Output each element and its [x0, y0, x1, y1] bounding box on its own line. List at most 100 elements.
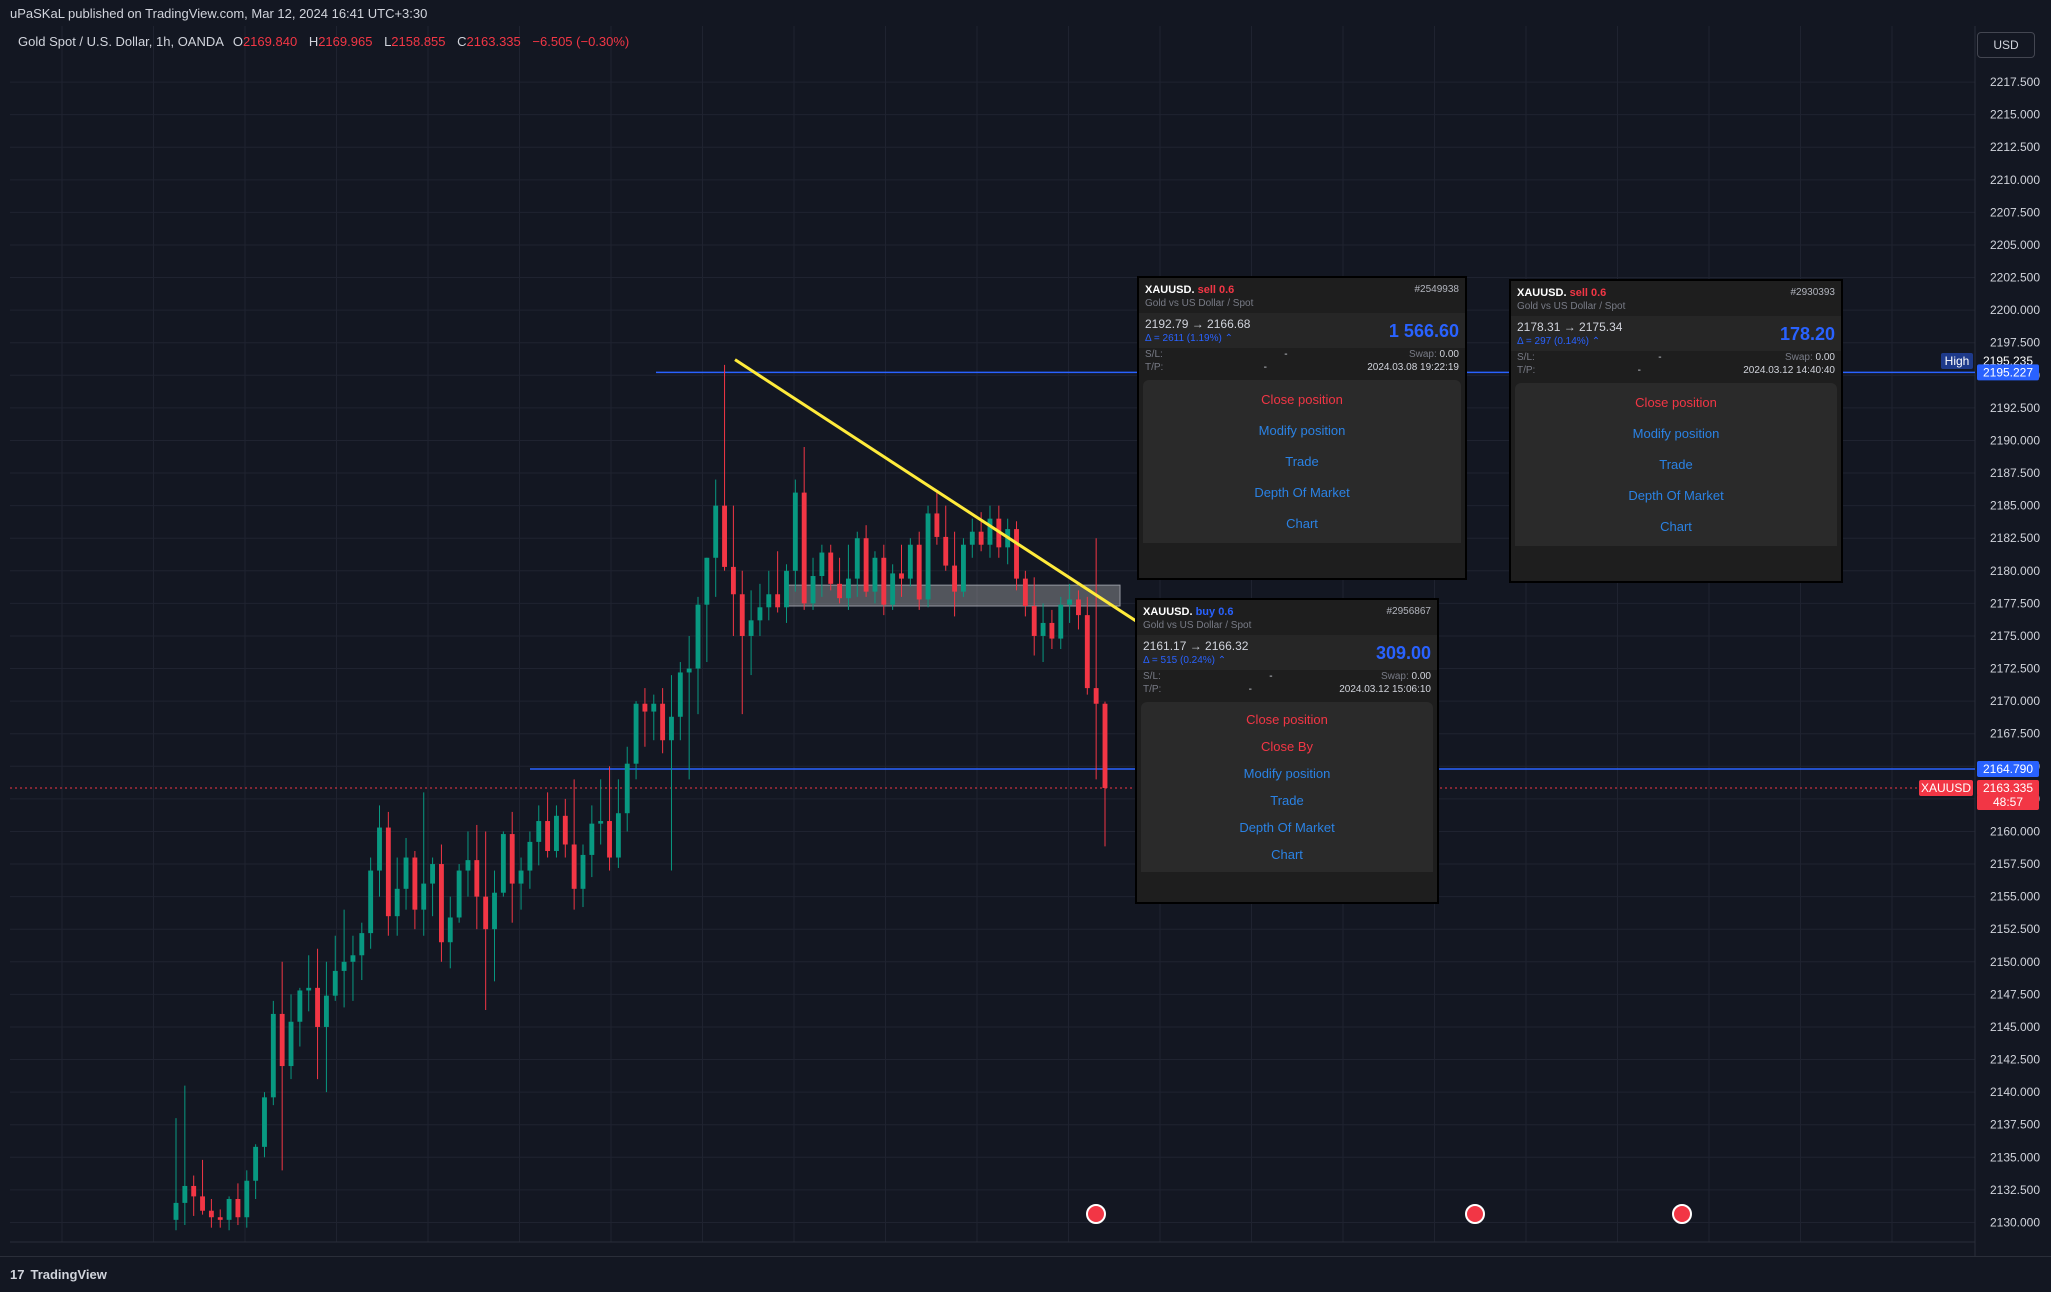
position-symbol: XAUUSD. — [1145, 284, 1195, 296]
candle-body — [403, 857, 409, 889]
menu-chart[interactable]: Chart — [1660, 519, 1692, 534]
position-description: Gold vs US Dollar / Spot — [1143, 620, 1252, 631]
x-tick-label: 19 — [1885, 1255, 1899, 1256]
y-tick-label: 2180.000 — [1990, 564, 2040, 578]
menu-depth-of-market[interactable]: Depth Of Market — [1239, 820, 1335, 835]
symbol-price-tag-bg — [1919, 779, 1973, 796]
y-tick-label: 2167.500 — [1990, 727, 2040, 741]
candle-body — [748, 620, 754, 636]
menu-depth-of-market[interactable]: Depth Of Market — [1628, 488, 1724, 503]
candle-body — [686, 668, 692, 673]
candle-body — [262, 1097, 267, 1147]
countdown-tag-bg — [1977, 793, 2039, 810]
candle-body — [863, 538, 869, 592]
candle-body — [837, 583, 843, 599]
menu-chart[interactable]: Chart — [1286, 516, 1318, 531]
candle-body — [872, 557, 878, 592]
candle-body — [1076, 599, 1081, 616]
position-row-tp: T/P: - 2024.03.12 15:06:10 — [1137, 683, 1437, 696]
symbol-price-tag: XAUUSD — [1921, 781, 1971, 795]
legend-low-label: L — [384, 34, 392, 49]
candle-body — [677, 672, 683, 717]
candle-body — [845, 578, 851, 599]
x-tick-label: 12:30 — [687, 1255, 717, 1256]
legend-high-label: H — [308, 34, 319, 49]
x-tick-label: 12:30 — [321, 1255, 351, 1256]
candle-body — [704, 557, 710, 605]
menu-depth-of-market[interactable]: Depth Of Market — [1254, 485, 1350, 500]
candle-body — [394, 888, 400, 917]
candle-body — [244, 1180, 250, 1218]
candle-body — [253, 1146, 259, 1181]
menu-trade[interactable]: Trade — [1659, 457, 1693, 472]
position-summary: 2161.17 → 2166.32 309.00 Δ = 515 (0.24%)… — [1137, 635, 1437, 670]
position-card-3: XAUUSD. buy 0.6 #2956867 Gold vs US Doll… — [1135, 598, 1439, 904]
legend-open: 2169.840 — [242, 34, 298, 49]
x-tick-label: 13 — [1153, 1255, 1167, 1256]
currency-button[interactable]: USD — [1977, 32, 2035, 58]
menu-close-position[interactable]: Close position — [1635, 395, 1717, 410]
y-tick-label: 2137.500 — [1990, 1118, 2040, 1132]
candle-body — [1067, 599, 1073, 605]
position-summary: 2178.31 → 2175.34 178.20 Δ = 297 (0.14%)… — [1511, 316, 1841, 351]
candle-body — [492, 892, 497, 930]
candle-body — [483, 896, 489, 930]
candle-body — [456, 870, 462, 918]
candle-body — [969, 531, 975, 545]
price-chart[interactable]: 5 12:30 6 12:30 7 12:30 8 12:30 11 12:30 12 12:30 13… — [10, 26, 2051, 1256]
candle-body — [713, 505, 719, 558]
chart-area[interactable]: 5 12:30 6 12:30 7 12:30 8 12:30 11 12:30 12 12:30 13… — [10, 26, 2051, 1256]
position-ticket: #2930393 — [1790, 287, 1836, 298]
candle-body — [934, 513, 940, 537]
position-row-tp: T/P: - 2024.03.08 19:22:19 — [1139, 361, 1465, 374]
menu-close-by[interactable]: Close By — [1260, 739, 1314, 754]
menu-close-position[interactable]: Close position — [1261, 392, 1343, 407]
candle-body — [421, 883, 427, 910]
candle-body — [1102, 703, 1108, 788]
menu-trade[interactable]: Trade — [1270, 793, 1304, 808]
candle-body — [819, 552, 825, 577]
sl-label: S/L: — [1143, 671, 1161, 682]
menu-trade[interactable]: Trade — [1285, 454, 1319, 469]
candle-body — [527, 841, 533, 871]
candle-body — [465, 860, 471, 871]
x-tick-label: 5 — [59, 1255, 66, 1256]
swap-value: 0.00 — [1815, 352, 1835, 363]
position-time: 2024.03.08 19:22:19 — [1367, 362, 1459, 373]
last-price-tag: 2163.335 — [1983, 781, 2033, 795]
swap-label: Swap: — [1784, 352, 1813, 363]
candle-body — [607, 821, 612, 858]
position-side: buy 0.6 — [1195, 606, 1234, 618]
tradingview-brand: TradingView — [30, 1267, 107, 1282]
y-tick-label: 2155.000 — [1990, 890, 2040, 904]
position-delta: Δ = 2611 (1.19%) ⌃ — [1145, 333, 1233, 344]
candle-body — [350, 955, 356, 962]
candle-body — [1049, 622, 1055, 639]
candle-body — [952, 565, 958, 592]
menu-modify-position[interactable]: Modify position — [1243, 766, 1331, 781]
candle-body — [828, 552, 834, 584]
publisher-bar: uPaSKaL published on TradingView.com, Ma… — [0, 0, 2051, 26]
tp-label: T/P: — [1145, 362, 1164, 373]
x-tick-label: 12:30 — [1602, 1255, 1632, 1256]
position-profit: 309.00 — [1375, 643, 1431, 663]
y-tick-label: 2170.000 — [1990, 694, 2040, 708]
tp-label: T/P: — [1517, 365, 1536, 376]
candle-body — [509, 834, 515, 884]
publisher-line: uPaSKaL published on TradingView.com, Ma… — [10, 5, 428, 21]
candle-body — [217, 1217, 223, 1220]
candle-body — [784, 570, 789, 608]
sl-label: S/L: — [1517, 352, 1535, 363]
y-tick-label: 2150.000 — [1990, 955, 2040, 969]
menu-modify-position[interactable]: Modify position — [1632, 426, 1720, 441]
candle-body — [430, 864, 436, 884]
candle-body — [235, 1198, 241, 1218]
position-side: sell 0.6 — [1197, 284, 1235, 296]
trendline — [734, 358, 1146, 629]
menu-modify-position[interactable]: Modify position — [1258, 423, 1346, 438]
position-side: sell 0.6 — [1569, 287, 1607, 299]
menu-chart[interactable]: Chart — [1271, 847, 1303, 862]
position-menu: Close position Close By Modify position … — [1141, 702, 1433, 872]
menu-close-position[interactable]: Close position — [1246, 712, 1328, 727]
candle-body — [739, 594, 745, 636]
